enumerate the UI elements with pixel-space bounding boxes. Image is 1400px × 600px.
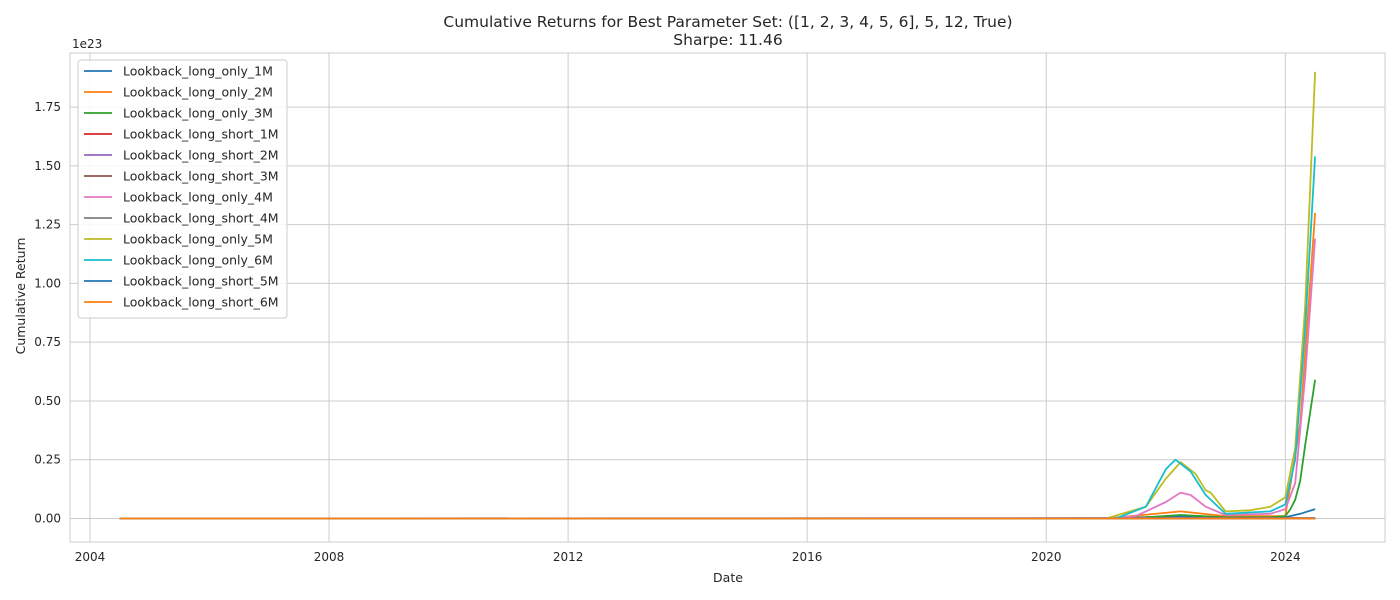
grid	[70, 53, 1385, 542]
legend-entry: Lookback_long_short_1M	[123, 127, 279, 142]
x-tick-label: 2012	[553, 550, 584, 564]
series-line	[119, 156, 1316, 520]
series-line	[119, 238, 1316, 520]
legend-entry: Lookback_long_short_6M	[123, 295, 279, 310]
y-tick-label: 1.75	[34, 100, 61, 114]
legend-entry: Lookback_long_only_3M	[123, 106, 273, 121]
chart-subtitle: Sharpe: 11.46	[673, 31, 782, 49]
x-tick-label: 2008	[314, 550, 345, 564]
y-tick-label: 1.25	[34, 218, 61, 232]
legend: Lookback_long_only_1M Lookback_long_only_…	[77, 59, 288, 319]
legend-entry: Lookback_long_only_2M	[123, 85, 273, 100]
legend-box	[77, 59, 288, 319]
series-line	[119, 71, 1316, 520]
legend-entry: Lookback_long_only_6M	[123, 253, 273, 268]
plot-frame	[69, 52, 1386, 543]
y-offset-label: 1e23	[72, 37, 102, 51]
x-tick-label: 2004	[75, 550, 106, 564]
legend-entry: Lookback_long_only_1M	[123, 64, 273, 79]
legend-entry: Lookback_long_only_4M	[123, 190, 273, 205]
x-ticks: 2004 2008 2012 2016 2020 2024	[75, 550, 1301, 564]
x-tick-label: 2016	[792, 550, 823, 564]
x-axis-label: Date	[713, 570, 743, 585]
y-axis-label: Cumulative Return	[13, 238, 28, 355]
y-tick-label: 0.00	[34, 511, 61, 525]
series-line	[119, 212, 1316, 520]
chart-title: Cumulative Returns for Best Parameter Se…	[443, 13, 1012, 31]
y-tick-label: 0.75	[34, 335, 61, 349]
y-ticks: 0.00 0.25 0.50 0.75 1.00 1.25 1.50 1.75	[34, 100, 61, 525]
y-tick-label: 0.50	[34, 394, 61, 408]
legend-entry: Lookback_long_short_3M	[123, 169, 279, 184]
y-tick-label: 1.00	[34, 276, 61, 290]
legend-entry: Lookback_long_only_5M	[123, 232, 273, 247]
legend-entry: Lookback_long_short_5M	[123, 274, 279, 289]
legend-entry: Lookback_long_short_2M	[123, 148, 279, 163]
x-tick-label: 2024	[1270, 550, 1301, 564]
y-tick-label: 1.50	[34, 159, 61, 173]
legend-entry: Lookback_long_short_4M	[123, 211, 279, 226]
y-tick-label: 0.25	[34, 453, 61, 467]
x-tick-label: 2020	[1031, 550, 1062, 564]
series-lines	[119, 71, 1316, 520]
